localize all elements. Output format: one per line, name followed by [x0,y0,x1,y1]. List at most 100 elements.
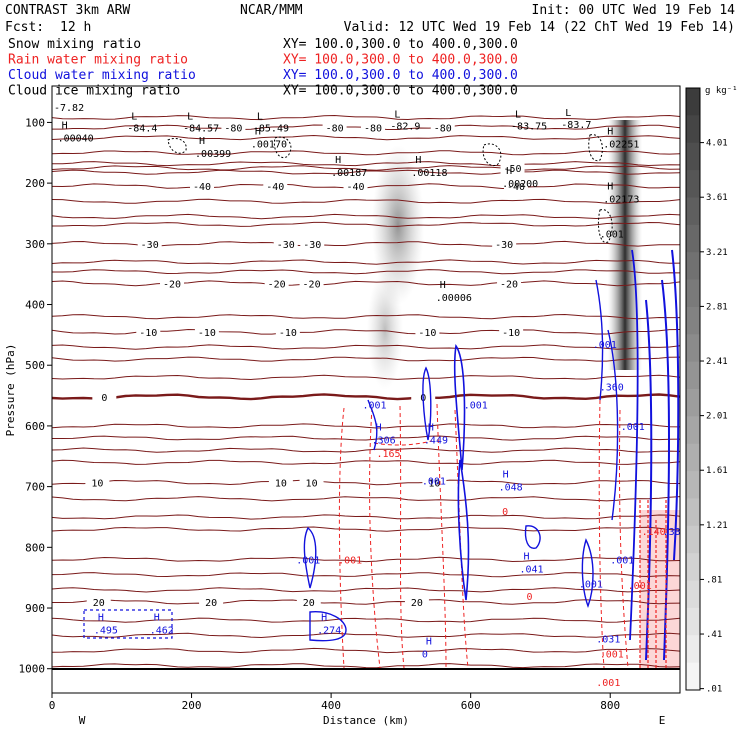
contour-label-knockout [415,325,440,338]
colorbar-bin [686,553,700,582]
temperature-contour-label: 10 [306,478,318,489]
contour-label-knockout [499,325,524,338]
y-tick-label: 800 [25,541,45,554]
temperature-isotherm [52,344,680,350]
temperature-contour-label: 10 [275,478,287,489]
colorbar-level-label: 4.01 [706,139,728,149]
temperature-contour-label: -40 [347,182,365,193]
legend-field-xy: XY= 100.0,300.0 to 400.0,300.0 [283,84,518,99]
temperature-contour-label: -20 [500,279,518,290]
colorbar-bin [686,334,700,363]
temperature-contour-label: -10 [418,328,436,339]
colorbar-bin [686,662,700,691]
temperature-isotherm [52,556,680,563]
extremum-value: .00118 [411,168,447,179]
temperature-contour-label: -80 [224,123,242,134]
temperature-isotherm [52,134,680,141]
extremum-value: 0 [526,592,532,603]
cloud-water-contour [671,249,680,561]
legend-field-xy: XY= 100.0,300.0 to 400.0,300.0 [283,68,518,83]
temperature-contour-label: -30 [141,240,159,251]
temperature-contour-label: -10 [502,328,520,339]
cloud-water-contour [524,525,541,549]
temperature-contour-label: 0 [101,393,107,404]
colorbar: 4.01 3.61 3.21 2.81 2.41 2.01 1.61 1.21 .81 .41 .0… [685,87,728,695]
temperature-contour-label: 10 [91,478,103,489]
model-title: CONTRAST 3km ARW [5,3,130,18]
contour-label-knockout [300,237,325,250]
contour-label-knockout [137,237,162,250]
cloud-water-contour [309,611,347,642]
extremum-value: .031 [596,634,620,645]
temperature-contour-label: -50 [504,164,522,175]
extremum-marker: H [62,121,68,132]
low-marker: L [187,111,193,122]
east-endpoint: E [659,714,666,727]
temperature-isotherm [52,647,680,654]
temperature-contour-label: -20 [163,279,181,290]
extremum-marker: H [255,127,261,138]
low-marker: L [565,108,571,119]
temperature-isotherm-labeled [52,280,680,287]
contour-label-knockout [160,277,185,290]
extremum-value: .001 [363,401,387,412]
contour-label-knockout [264,277,289,290]
extremum-value: .00200 [502,179,538,190]
temperature-isotherm [52,259,680,265]
forecast-label: Fcst: [5,20,44,35]
cloud-water-contour [629,249,639,641]
temperature-contour-label: -40 [507,182,525,193]
temperature-minimum-value: -82.9 [390,121,420,132]
y-tick-label: 600 [25,420,45,433]
y-tick-label: 300 [25,238,45,251]
colorbar-bin [686,607,700,636]
extremum-value: .334 [663,527,687,538]
temperature-isotherm [52,447,680,453]
extremum-value: .041 [520,565,544,576]
temperature-isotherm [52,374,680,381]
cloud-water-contour [83,609,173,639]
temperature-contour-label: -80 [364,123,382,134]
temperature-contour-label: -10 [139,328,157,339]
contour-label-knockout [299,476,324,489]
contour-label-knockout [273,237,298,250]
rain-contour [454,409,469,669]
temperature-isotherm [52,269,680,275]
center-name: NCAR/MMM [240,3,303,18]
ice-contour [167,137,187,154]
extremum-value: .001 [621,422,645,433]
temperature-contour-label: 20 [93,598,105,609]
valid-time: Valid: 12 UTC Wed 19 Feb 14 (22 ChT Wed … [344,20,735,35]
temperature-contour-label: -40 [193,182,211,193]
hydrometeor-contours [83,134,680,669]
extremum-value: .001 [579,580,603,591]
extremum-value: .02173 [603,194,639,205]
contour-label-knockout [190,180,215,193]
extremum-value: .00170 [251,140,287,151]
extremum-value: .001 [593,340,617,351]
temperature-isotherm-labeled [52,479,680,486]
temperature-contour-label: 20 [205,598,217,609]
temperature-isotherm-labeled [52,165,680,171]
contour-label-knockout [296,595,321,608]
extremum-marker: H [335,155,341,166]
temperature-minimum-value: -84.4 [127,123,157,134]
ice-contour [597,209,613,243]
contour-label-knockout [221,121,246,134]
legend-field-name: Rain water mixing ratio [8,53,188,68]
extremum-marker: H [376,422,382,433]
legend-field-name: Cloud ice mixing ratio [8,84,180,99]
colorbar-level-label: 3.21 [706,248,728,258]
colorbar-level-label: .01 [706,685,722,695]
y-axis-label: Pressure (hPa) [4,344,17,437]
extremum-marker: H [524,552,530,563]
extremum-marker: H [607,127,613,138]
extremum-value: .462 [150,625,174,636]
temperature-isotherm [52,435,680,441]
extremum-value: .001 [600,650,624,661]
contour-label-knockout [422,476,447,489]
extremum-value: .00399 [195,149,231,160]
temperature-contour-label: 10 [428,478,440,489]
temperature-isotherm [52,213,680,220]
temperature-contour-label: -30 [303,240,321,251]
